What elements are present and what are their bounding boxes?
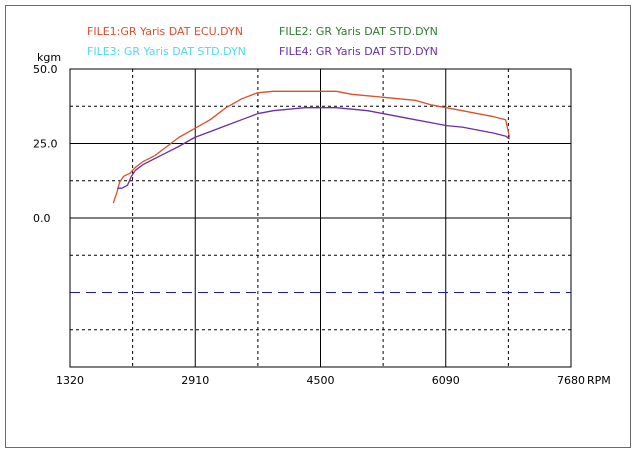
legend: FILE1:GR Yaris DAT ECU.DYN FILE2: GR Yar… bbox=[87, 25, 438, 58]
y-tick-labels: 50.0 25.0 0.0 bbox=[33, 63, 58, 225]
x-tick-label: 4500 bbox=[307, 374, 335, 387]
x-tick-label: 2910 bbox=[181, 374, 209, 387]
grid bbox=[70, 69, 571, 367]
y-tick-label: 50.0 bbox=[33, 63, 58, 76]
x-tick-label: 7680 bbox=[557, 374, 585, 387]
legend-item-file1: FILE1:GR Yaris DAT ECU.DYN bbox=[87, 25, 243, 38]
y-tick-label: 0.0 bbox=[33, 212, 51, 225]
series-line-2 bbox=[117, 107, 510, 189]
x-tick-labels: 1320 2910 4500 6090 7680 bbox=[56, 374, 585, 387]
y-tick-label: 25.0 bbox=[33, 138, 58, 151]
legend-item-file2: FILE2: GR Yaris DAT STD.DYN bbox=[279, 25, 438, 38]
plot-area-border bbox=[69, 68, 572, 368]
y-axis-unit-label: kgm bbox=[37, 51, 61, 64]
chart-frame bbox=[5, 5, 631, 448]
legend-item-file3: FILE3: GR Yaris DAT STD.DYN bbox=[87, 45, 246, 58]
series-line-1 bbox=[112, 90, 511, 204]
x-tick-label: 6090 bbox=[432, 374, 460, 387]
series-group bbox=[112, 90, 511, 204]
x-axis-unit-label: RPM bbox=[587, 374, 611, 387]
x-tick-label: 1320 bbox=[56, 374, 84, 387]
legend-item-file4: FILE4: GR Yaris DAT STD.DYN bbox=[279, 45, 438, 58]
